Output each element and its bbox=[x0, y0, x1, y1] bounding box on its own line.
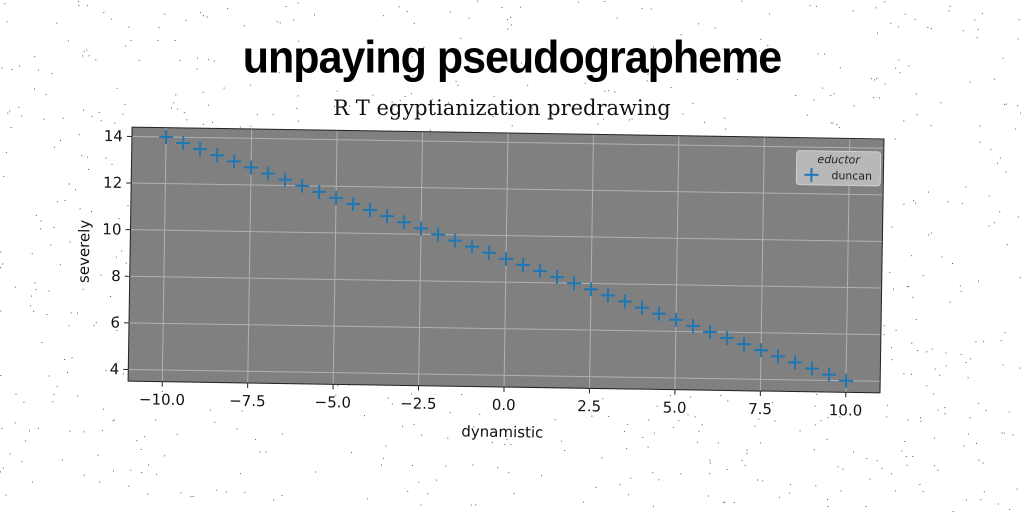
y-tick-label: 4 bbox=[110, 360, 120, 378]
data-point bbox=[686, 318, 701, 333]
x-axis-ticks: −10.0 −7.5 −5.0 −2.5 0.0 2.5 5.0 7.5 10.0 bbox=[139, 381, 863, 420]
data-point bbox=[482, 245, 497, 260]
supertitle: unpaying pseudographeme bbox=[242, 32, 782, 84]
x-tick-label: 5.0 bbox=[663, 398, 687, 416]
grid-line-y bbox=[129, 275, 882, 289]
data-point bbox=[770, 349, 786, 364]
scatter-chart: −10.0 −7.5 −5.0 −2.5 0.0 2.5 5.0 7.5 10.0 4 6 8 10 1… bbox=[75, 126, 885, 442]
x-tick-label: 0.0 bbox=[492, 396, 516, 414]
data-point bbox=[176, 136, 191, 151]
data-point bbox=[753, 343, 769, 358]
data-point bbox=[397, 215, 412, 230]
data-point bbox=[159, 129, 174, 144]
grid-line-y bbox=[130, 229, 883, 242]
data-point bbox=[210, 148, 225, 163]
data-point bbox=[669, 312, 684, 327]
data-point bbox=[363, 203, 378, 218]
data-point bbox=[550, 270, 565, 285]
x-tick-label: −5.0 bbox=[315, 393, 352, 412]
data-point bbox=[838, 373, 854, 388]
data-point bbox=[516, 257, 531, 272]
data-point bbox=[736, 337, 752, 352]
data-point bbox=[261, 166, 276, 181]
chart-title: R T egyptianization predrawing bbox=[333, 96, 671, 120]
data-point bbox=[635, 300, 650, 315]
data-point bbox=[703, 324, 718, 339]
data-point bbox=[787, 355, 803, 370]
y-axis-label: severely bbox=[75, 220, 94, 284]
data-point bbox=[584, 282, 599, 297]
legend-marker bbox=[804, 167, 819, 182]
data-point bbox=[329, 190, 344, 205]
data-point bbox=[567, 276, 582, 291]
legend: eductor duncan bbox=[795, 150, 882, 187]
data-point bbox=[193, 142, 208, 157]
x-axis-label: dynamistic bbox=[461, 422, 543, 441]
legend-title: eductor bbox=[817, 153, 861, 167]
data-point bbox=[533, 264, 548, 279]
series-duncan-points bbox=[159, 129, 854, 388]
y-tick-label: 12 bbox=[103, 174, 122, 192]
grid-line-y bbox=[131, 135, 884, 149]
data-point bbox=[499, 251, 514, 266]
y-axis-ticks: 4 6 8 10 12 14 bbox=[102, 127, 132, 378]
data-point bbox=[244, 160, 259, 175]
y-tick-label: 8 bbox=[111, 267, 121, 285]
data-point bbox=[312, 184, 327, 199]
grid-line-y bbox=[128, 368, 881, 382]
grid-line-x bbox=[674, 135, 680, 390]
y-tick-label: 10 bbox=[102, 220, 121, 238]
x-tick-label: 10.0 bbox=[829, 401, 863, 420]
legend-box bbox=[795, 150, 882, 187]
grid-line-x bbox=[332, 130, 338, 385]
x-tick-label: 7.5 bbox=[748, 400, 772, 418]
data-point bbox=[601, 288, 616, 303]
grid-line-y bbox=[131, 182, 884, 196]
data-point bbox=[719, 331, 735, 346]
data-point bbox=[431, 227, 446, 242]
data-point bbox=[804, 361, 820, 376]
grid-line-y bbox=[128, 322, 881, 336]
data-point bbox=[652, 306, 667, 321]
x-tick-label: −2.5 bbox=[400, 394, 437, 413]
grid-line-x bbox=[418, 131, 424, 386]
grid-lines bbox=[128, 127, 884, 393]
data-point bbox=[821, 367, 837, 382]
grid-line-x bbox=[161, 127, 167, 382]
data-point bbox=[414, 221, 429, 236]
data-point bbox=[465, 239, 480, 254]
x-tick-label: −10.0 bbox=[139, 390, 185, 409]
data-point bbox=[380, 209, 395, 224]
grid-line-x bbox=[588, 134, 594, 389]
data-point bbox=[618, 294, 633, 309]
data-point bbox=[295, 178, 310, 193]
data-point bbox=[346, 196, 361, 212]
x-tick-label: −7.5 bbox=[229, 392, 266, 411]
y-tick-label: 6 bbox=[110, 314, 120, 332]
data-point bbox=[448, 233, 463, 248]
data-point bbox=[278, 172, 293, 187]
data-point bbox=[227, 154, 242, 169]
legend-entry-label: duncan bbox=[831, 169, 872, 183]
x-tick-label: 2.5 bbox=[577, 397, 601, 415]
y-tick-label: 14 bbox=[104, 127, 123, 145]
